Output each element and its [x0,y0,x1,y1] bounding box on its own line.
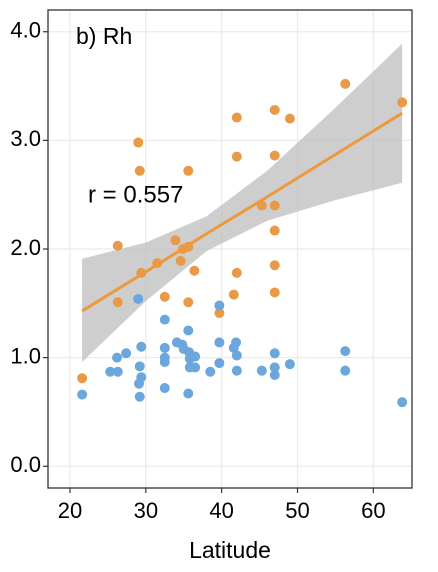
point [183,325,194,336]
point [133,137,144,148]
point [269,150,280,161]
x-tick-label: 50 [285,498,309,523]
point [190,351,201,362]
point [205,366,216,377]
point [159,383,170,394]
point [269,104,280,115]
annotation: r = 0.557 [88,181,183,208]
point [214,358,225,369]
point [214,300,225,311]
y-tick-label: 1.0 [10,343,41,368]
point [159,291,170,302]
point [231,365,242,376]
point [231,350,242,361]
point [269,362,280,373]
point [136,341,147,352]
y-tick-label: 3.0 [10,126,41,151]
point [134,361,145,372]
y-tick-label: 4.0 [10,18,41,43]
point [77,389,88,400]
point [134,391,145,402]
point [159,342,170,353]
point [340,365,351,376]
point [214,308,225,319]
x-tick-label: 40 [209,498,233,523]
point [269,370,280,381]
point [112,297,123,308]
point [121,348,132,359]
panel-label: b) Rh [76,23,132,49]
point [175,255,186,266]
point [397,97,408,108]
point [189,265,200,276]
point [170,235,181,246]
y-tick-label: 2.0 [10,235,41,260]
point [183,297,194,308]
plot-border [47,9,413,489]
point [105,366,116,377]
point [159,314,170,325]
y-tick-label: 0.0 [10,452,41,477]
point [284,359,295,370]
point [112,366,123,377]
point [231,267,242,278]
x-axis-label: Latitude [189,537,271,563]
point [340,78,351,89]
x-tick-label: 60 [361,498,385,523]
point [183,165,194,176]
point [228,289,239,300]
point [214,337,225,348]
point [231,337,242,348]
point [159,356,170,367]
x-tick-label: 20 [58,498,82,523]
point [136,372,147,383]
point [77,373,88,384]
point [133,293,144,304]
point [284,113,295,124]
x-tick-label: 30 [134,498,158,523]
confidence-band [82,43,403,362]
point [269,200,280,211]
point [112,352,123,363]
point [397,397,408,408]
point [231,151,242,162]
point [269,260,280,271]
fit-line [81,111,403,313]
point [134,165,145,176]
point [269,287,280,298]
point [183,388,194,399]
point [112,240,123,251]
point [340,346,351,357]
point [269,225,280,236]
point [256,365,267,376]
point [269,348,280,359]
point [231,112,242,123]
point [190,362,201,373]
